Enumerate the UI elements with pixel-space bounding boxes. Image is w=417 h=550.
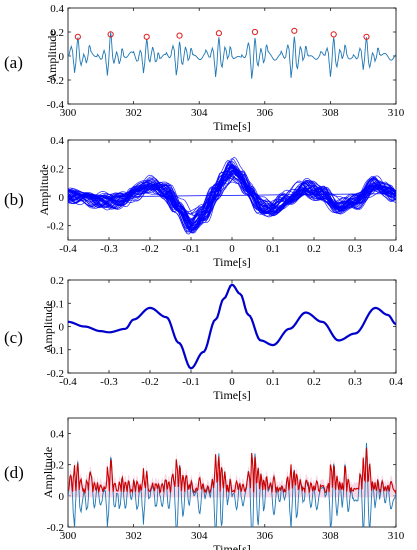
x-tick-label: 0: [229, 243, 235, 255]
band-area: [68, 441, 396, 498]
chart-panel-a: 300 302 304 306 308 310 -0.4 -0.2 0 0.2 0.4 Time[s]…: [45, 3, 405, 133]
y-tick-label: -0.2: [47, 522, 64, 534]
peak-marker: [215, 30, 222, 37]
y-tick-label: -0.4: [47, 99, 65, 111]
plot-frame: [67, 139, 397, 241]
y-tick-label: -0.2: [47, 75, 64, 87]
y-tick-label: -0.2: [47, 221, 64, 233]
plot-frame: [67, 417, 397, 528]
x-tick-label: 0.1: [266, 376, 280, 388]
x-axis-label: Time[s]: [213, 119, 251, 133]
segment-line: [68, 170, 396, 229]
x-tick-label: 300: [60, 107, 77, 119]
template-line: [68, 283, 396, 370]
x-tick-label: 310: [388, 530, 405, 542]
x-tick-label: 302: [125, 530, 142, 542]
y-tick-label: 0: [59, 51, 65, 63]
chart-panel-c: -0.4 -0.3 -0.2 -0.1 0 0.1 0.2 0.3 0.4 -0.2 -0.1 0 0.…: [41, 275, 403, 402]
segment-line: [68, 161, 396, 224]
x-tick-label: -0.1: [182, 243, 199, 255]
panel-label-a: (a): [4, 53, 23, 72]
peak-marker: [330, 31, 337, 38]
x-tick-label: -0.3: [100, 376, 118, 388]
peak-marker: [176, 32, 183, 39]
x-tick-label: 308: [322, 107, 339, 119]
x-tick-label: 304: [191, 530, 208, 542]
y-tick-label: 0: [59, 192, 65, 204]
y-tick-label: 0.2: [50, 460, 64, 472]
x-tick-label: 0.2: [307, 376, 321, 388]
x-tick-label: 304: [191, 107, 208, 119]
x-tick-label: -0.2: [141, 243, 158, 255]
signal-line: [68, 32, 396, 79]
y-axis-label: Amplitude: [41, 447, 55, 498]
y-axis-label: Amplitude: [37, 164, 51, 215]
y-tick-label: 0: [59, 322, 65, 334]
x-tick-label: 300: [60, 530, 77, 542]
segment-line: [68, 168, 396, 231]
x-tick-label: 306: [257, 107, 274, 119]
y-tick-label: -0.1: [47, 345, 64, 357]
x-axis-label: Time[s]: [213, 255, 251, 269]
segment-line: [68, 171, 396, 212]
x-tick-label: -0.2: [141, 376, 158, 388]
peak-marker: [143, 33, 150, 40]
x-tick-label: 0.4: [389, 243, 403, 255]
y-axis-label: Amplitude: [45, 30, 59, 81]
panel-label-c: (c): [4, 328, 23, 347]
envelope-line: [68, 447, 396, 495]
x-axis-label: Time[s]: [213, 542, 251, 550]
x-tick-label: 302: [125, 107, 142, 119]
y-tick-label: 0.2: [50, 27, 64, 39]
segment-line: [68, 160, 396, 220]
y-tick-label: 0.2: [50, 164, 64, 176]
x-tick-label: -0.1: [182, 376, 199, 388]
x-tick-label: -0.4: [59, 243, 77, 255]
y-tick-label: 0: [59, 491, 65, 503]
segment-line: [68, 173, 396, 225]
x-tick-label: 308: [322, 530, 339, 542]
x-tick-label: 306: [257, 530, 274, 542]
plot-frame: [67, 279, 397, 374]
peak-marker: [363, 33, 370, 40]
segment-line: [68, 165, 396, 230]
x-tick-label: 310: [388, 107, 405, 119]
y-tick-label: 0.1: [50, 298, 64, 310]
panel-label-b: (b): [4, 190, 24, 209]
y-tick-label: 0.4: [50, 429, 64, 441]
x-tick-label: 0.2: [307, 243, 321, 255]
x-tick-label: 0.3: [348, 243, 362, 255]
x-tick-label: -0.3: [100, 243, 118, 255]
peak-marker: [251, 28, 259, 36]
x-tick-label: -0.4: [59, 376, 77, 388]
chart-panel-b: -0.4 -0.3 -0.2 -0.1 0 0.1 0.2 0.3 0.4 -0.2 0 0.2 0.4…: [37, 135, 403, 269]
segment-line: [68, 168, 396, 233]
peak-marker: [74, 33, 81, 40]
chart-panel-d: 300 302 304 306 308 310 -0.2 0 0.2 0.4 Time[s] Ampl…: [41, 417, 405, 550]
segment-line-flat: [68, 193, 396, 198]
peak-marker: [291, 27, 298, 34]
x-tick-label: 0.4: [389, 376, 403, 388]
y-tick-label: -0.2: [47, 368, 64, 380]
panel-label-d: (d): [4, 463, 24, 482]
peak-marker: [107, 31, 114, 38]
x-tick-label: 0.1: [266, 243, 280, 255]
x-tick-label: 0: [229, 376, 235, 388]
y-tick-label: 0.4: [50, 135, 64, 147]
x-tick-label: 0.3: [348, 376, 362, 388]
y-axis-label: Amplitude: [41, 301, 55, 352]
y-tick-label: 0.2: [50, 275, 64, 287]
y-tick-label: 0.4: [50, 3, 64, 15]
x-axis-label: Time[s]: [213, 388, 251, 402]
